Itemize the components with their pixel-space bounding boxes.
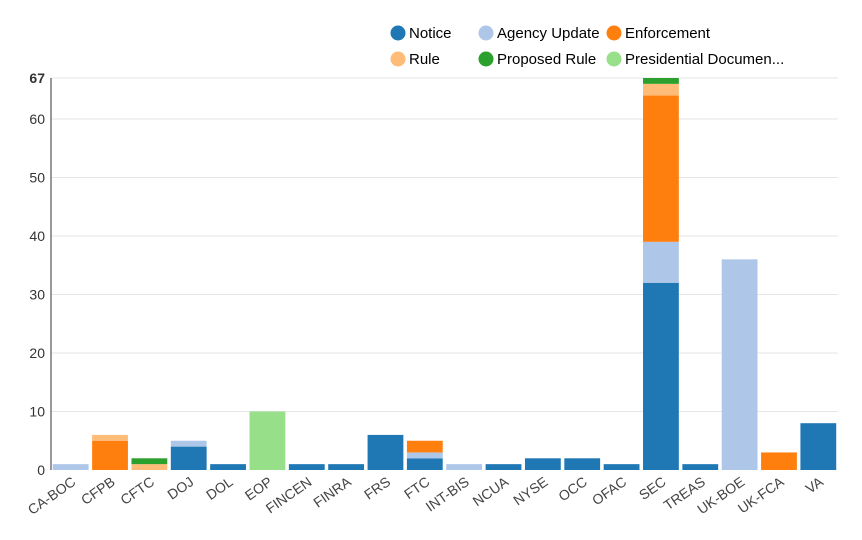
bar-segment-cfpb-enforcement[interactable] xyxy=(92,440,128,470)
y-tick-label: 30 xyxy=(29,286,45,302)
legend-label[interactable]: Proposed Rule xyxy=(497,51,596,68)
x-tick-label: FRS xyxy=(361,473,393,502)
bar-segment-doj-agency-update[interactable] xyxy=(170,440,207,447)
x-tick-label: FINRA xyxy=(310,473,354,511)
legend-label[interactable]: Enforcement xyxy=(625,25,711,42)
x-tick-label: INT-BIS xyxy=(423,473,472,514)
x-tick-label: CFTC xyxy=(117,473,157,508)
x-tick-label: NYSE xyxy=(510,473,550,508)
legend-label[interactable]: Agency Update xyxy=(497,25,600,42)
y-tick-label: 50 xyxy=(29,169,45,185)
y-tick-label: 67 xyxy=(29,70,45,86)
bar-segment-sec-rule[interactable] xyxy=(643,83,679,96)
bar-segment-dol-notice[interactable] xyxy=(210,464,246,470)
legend-marker-agency-update[interactable] xyxy=(478,25,494,41)
x-tick-label: NCUA xyxy=(470,473,512,509)
x-tick-label: DOJ xyxy=(164,473,196,502)
bars xyxy=(52,78,837,470)
x-tick-label: VA xyxy=(802,473,826,497)
bar-segment-sec-notice[interactable] xyxy=(643,282,679,470)
x-tick-label: UK-FCA xyxy=(735,473,787,516)
bar-segment-sec-agency-update[interactable] xyxy=(643,241,679,283)
bar-segment-ftc-agency-update[interactable] xyxy=(406,452,443,459)
gridlines xyxy=(51,77,838,412)
bar-segment-ca-boc-agency-update[interactable] xyxy=(52,464,89,470)
legend-marker-enforcement[interactable] xyxy=(606,25,622,41)
y-tick-label: 0 xyxy=(37,462,45,478)
bar-segment-occ-notice[interactable] xyxy=(564,458,601,470)
bar-segment-ofac-notice[interactable] xyxy=(603,464,640,470)
bar-segment-sec-proposed-rule[interactable] xyxy=(643,78,679,84)
legend-label[interactable]: Rule xyxy=(409,51,440,68)
x-tick-label: OFAC xyxy=(589,473,629,508)
x-tick-label: DOL xyxy=(203,473,236,503)
bar-segment-sec-enforcement[interactable] xyxy=(643,95,679,242)
y-tick-label: 40 xyxy=(29,228,45,244)
legend-label[interactable]: Presidential Documen... xyxy=(625,51,784,68)
bar-segment-va-notice[interactable] xyxy=(800,423,837,470)
bar-segment-uk-fca-enforcement[interactable] xyxy=(761,452,797,470)
bar-segment-frs-notice[interactable] xyxy=(367,434,404,470)
bar-segment-cftc-proposed-rule[interactable] xyxy=(131,458,168,465)
bar-segment-finra-notice[interactable] xyxy=(328,464,365,470)
x-tick-label: CFPB xyxy=(78,473,118,508)
bar-segment-eop-presidential-documen[interactable] xyxy=(249,411,286,470)
bar-segment-doj-notice[interactable] xyxy=(170,446,207,470)
bar-segment-fincen-notice[interactable] xyxy=(288,464,325,470)
x-tick-label: CA-BOC xyxy=(25,473,79,517)
bar-segment-ftc-enforcement[interactable] xyxy=(406,440,443,453)
legend-label[interactable]: Notice xyxy=(409,25,452,42)
bar-segment-nyse-notice[interactable] xyxy=(524,458,561,470)
legend-marker-notice[interactable] xyxy=(390,25,406,41)
legend-marker-presidential-documen[interactable] xyxy=(606,51,622,67)
bar-segment-ncua-notice[interactable] xyxy=(485,464,522,470)
bar-segment-int-bis-agency-update[interactable] xyxy=(446,464,483,470)
x-tick-label: OCC xyxy=(555,473,590,504)
bar-segment-cfpb-rule[interactable] xyxy=(92,434,128,441)
bar-segment-treas-notice[interactable] xyxy=(682,464,719,470)
legend-marker-proposed-rule[interactable] xyxy=(478,51,494,67)
legend: Notice Agency Update Enforcement Rule Propos… xyxy=(390,25,784,68)
y-tick-label: 60 xyxy=(29,111,45,127)
bar-segment-uk-boe-agency-update[interactable] xyxy=(721,259,758,470)
legend-marker-rule[interactable] xyxy=(390,51,406,67)
bar-segment-ftc-notice[interactable] xyxy=(406,458,443,470)
bar-segment-cftc-rule[interactable] xyxy=(131,464,168,470)
y-tick-label: 20 xyxy=(29,345,45,361)
y-tick-label: 10 xyxy=(29,403,45,419)
